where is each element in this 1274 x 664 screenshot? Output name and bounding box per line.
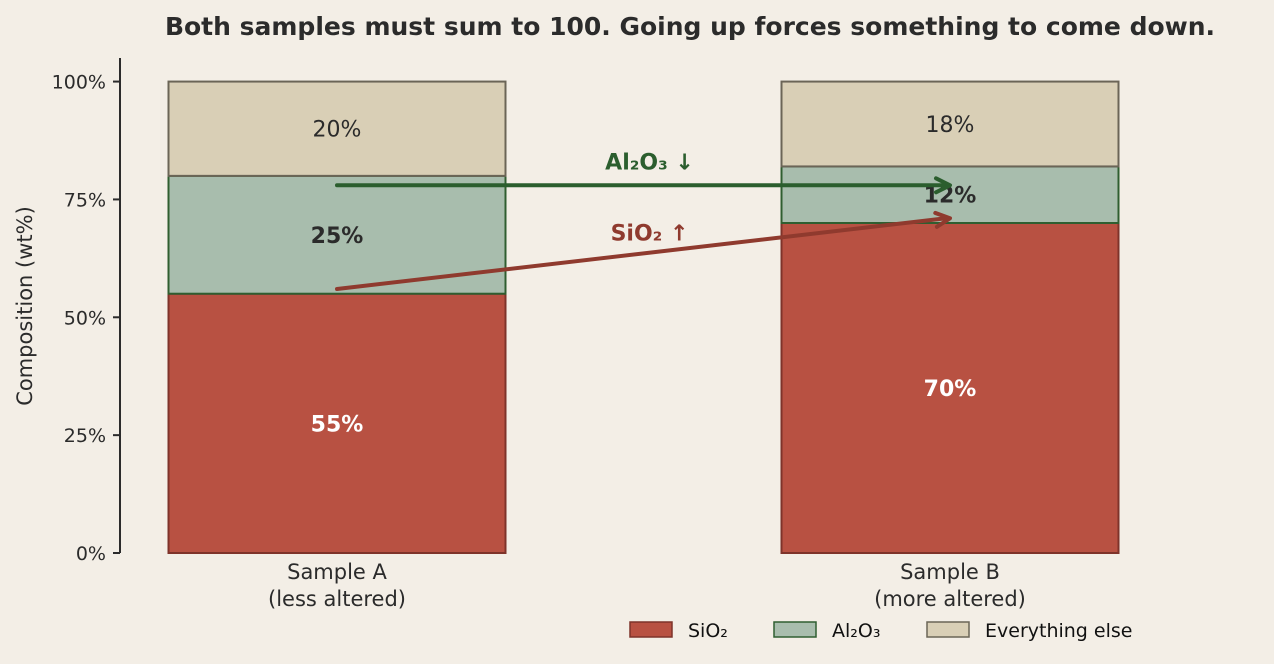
y-tick-label: 100% xyxy=(52,72,106,94)
bar-segment xyxy=(780,80,1120,168)
legend-swatch xyxy=(629,621,673,638)
x-category-label: Sample B xyxy=(900,560,1000,584)
legend-label: SiO₂ xyxy=(688,620,728,642)
annotation-arrow-head xyxy=(934,176,952,195)
bar-segment xyxy=(167,292,507,554)
x-axis: Sample A (less altered) Sample B (more alte… xyxy=(268,560,1026,611)
x-category-sublabel: (less altered) xyxy=(268,587,406,611)
bar-segment-label: 12% xyxy=(924,184,977,209)
annotation-arrow-head xyxy=(933,210,952,229)
legend-label: Everything else xyxy=(985,620,1132,642)
y-axis: 0% 25% 50% 75% 100% xyxy=(52,58,121,565)
bar-segment-label: 18% xyxy=(926,113,975,138)
x-category-sublabel: (more altered) xyxy=(874,587,1026,611)
annotations: Al₂O₃ ↓ SiO₂ ↑ xyxy=(335,151,952,291)
bar-segment-label: 20% xyxy=(313,118,362,143)
bar-segment-label: 25% xyxy=(311,224,364,249)
legend-swatch xyxy=(926,621,970,638)
y-tick-label: 75% xyxy=(64,189,106,211)
legend-label: Al₂O₃ xyxy=(832,620,880,642)
annotation-label: Al₂O₃ ↓ xyxy=(605,151,694,176)
y-tick-label: 25% xyxy=(64,425,106,447)
bar-segment-label: 70% xyxy=(924,377,977,402)
bar-segment xyxy=(167,80,507,177)
annotation-label: SiO₂ ↑ xyxy=(611,221,689,246)
y-tick-label: 50% xyxy=(64,307,106,329)
legend: SiO₂ Al₂O₃ Everything else xyxy=(629,620,1132,642)
y-axis-label: Composition (wt%) xyxy=(13,206,37,406)
bar-segment xyxy=(780,165,1120,225)
bars: 55% 25% 20% 70% 12% 18% xyxy=(167,80,1120,554)
legend-swatch xyxy=(773,621,817,638)
x-category-label: Sample A xyxy=(287,560,387,584)
bar-segment xyxy=(780,222,1120,554)
bar-segment-label: 55% xyxy=(311,412,364,437)
chart-title: Both samples must sum to 100. Going up f… xyxy=(165,12,1215,41)
annotation-arrow-shaft xyxy=(335,216,948,291)
y-tick-label: 0% xyxy=(76,543,106,565)
